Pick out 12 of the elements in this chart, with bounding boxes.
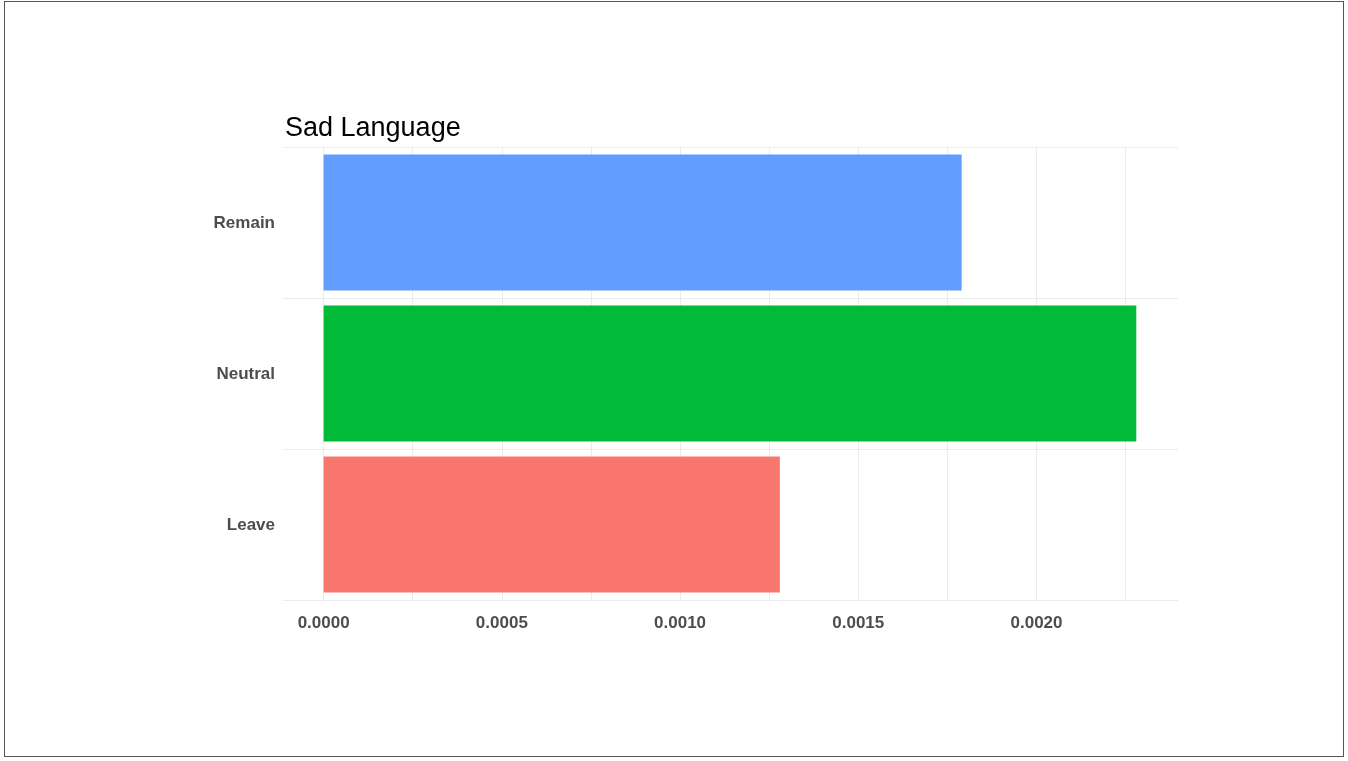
x-tick-label: 0.0005: [475, 613, 528, 632]
bar: [323, 456, 780, 593]
x-tick-label: 0.0010: [654, 613, 707, 632]
y-tick-label: Remain: [213, 213, 275, 232]
y-tick-label: Leave: [226, 515, 275, 534]
y-tick-label: Neutral: [216, 364, 275, 383]
bar: [323, 154, 962, 291]
bar: [323, 305, 1137, 442]
chart-title: Sad Language: [285, 111, 461, 142]
x-tick-label: 0.0015: [832, 613, 885, 632]
x-tick-label: 0.0020: [1010, 613, 1063, 632]
x-tick-label: 0.0000: [297, 613, 350, 632]
